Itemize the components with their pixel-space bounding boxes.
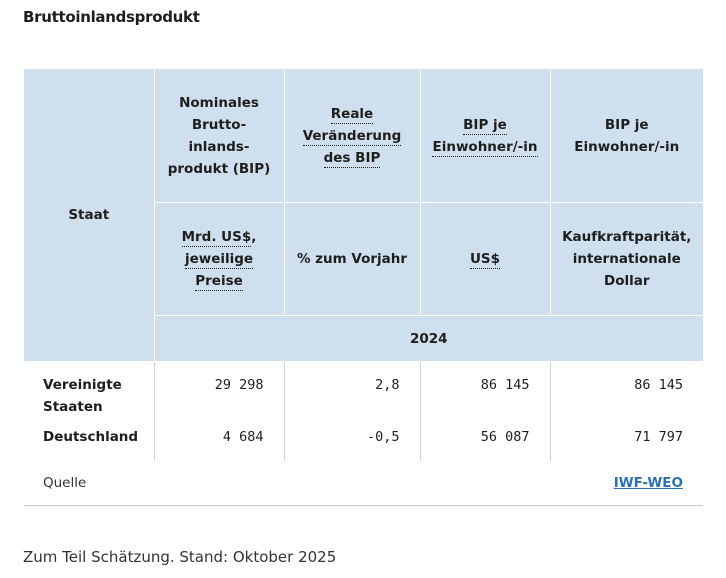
country-name: Vereinigte Staaten [43, 377, 122, 415]
unit-per-capita: US$ [419, 202, 550, 316]
source-link[interactable]: IWF-WEO [613, 475, 683, 491]
cell-ppp: 86 145 [549, 361, 703, 420]
header-gdp-per-capita-ppp: BIP je Einwohner/-in [549, 69, 703, 203]
header-real-change-text: Reale Veränderung des BIP [302, 105, 402, 168]
unit-mrd-usd: Mrd. US$ [181, 229, 252, 247]
header-year: 2024 [153, 315, 703, 362]
table-row: Vereinigte Staaten 29 298 2,8 86 145 86 … [24, 361, 703, 420]
unit-ppp: Kaufkraft­parität, internationale Dollar [549, 202, 703, 316]
cell-real-change: 2,8 [283, 361, 420, 420]
cell-nominal-gdp: 4 684 [153, 420, 284, 461]
cell-ppp: 71 797 [549, 420, 703, 461]
unit-jeweilige-preise: jeweilige Preise [184, 251, 254, 291]
header-gdp-per-capita-text: BIP je Einwohner/-in [432, 116, 538, 157]
unit-separator: , [251, 229, 257, 245]
source-row: Quelle IWF-WEO [24, 461, 703, 506]
gdp-table: Staat Nominales Brutto­inlands­produkt (… [24, 69, 703, 506]
unit-nominal-gdp: Mrd. US$, jeweilige Preise [153, 202, 284, 316]
header-real-change: Reale Veränderung des BIP [283, 69, 420, 203]
footnote: Zum Teil Schätzung. Stand: Oktober 2025 [23, 548, 337, 566]
page-title: Bruttoinlandsprodukt [23, 8, 200, 26]
source-cell: IWF-WEO [420, 461, 703, 506]
table-row: Deutschland 4 684 -0,5 56 087 71 797 [24, 420, 703, 461]
header-gdp-per-capita: BIP je Einwohner/-in [419, 69, 550, 203]
unit-usd: US$ [469, 251, 501, 269]
country-name: Deutschland [43, 429, 139, 445]
cell-per-capita: 56 087 [419, 420, 550, 461]
cell-real-change: -0,5 [283, 420, 420, 461]
unit-real-change: % zum Vorjahr [283, 202, 420, 316]
source-label: Quelle [24, 461, 420, 506]
header-staat: Staat [24, 69, 154, 362]
cell-nominal-gdp: 29 298 [153, 361, 284, 420]
header-nominal-gdp: Nominales Brutto­inlands­produkt (BIP) [153, 69, 284, 203]
cell-per-capita: 86 145 [419, 361, 550, 420]
